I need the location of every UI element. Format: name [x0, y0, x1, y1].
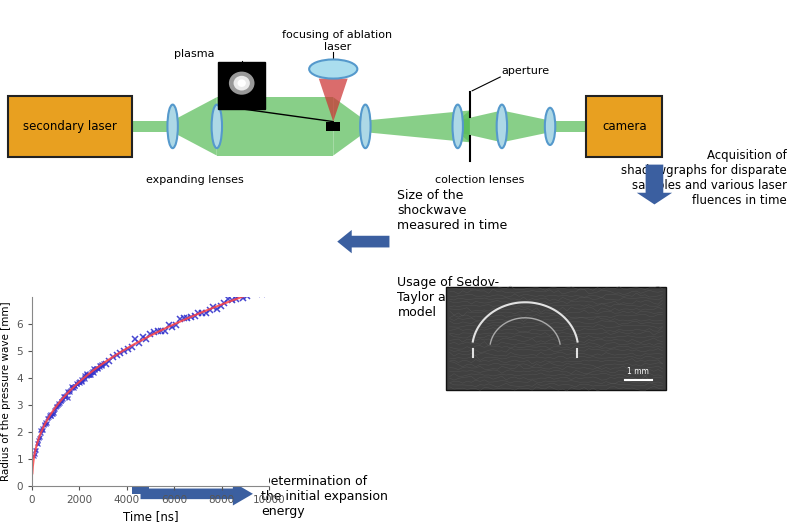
Text: focusing of ablation
laser: focusing of ablation laser	[282, 30, 392, 52]
Polygon shape	[501, 110, 549, 142]
Polygon shape	[172, 97, 217, 156]
FancyBboxPatch shape	[585, 96, 662, 157]
X-axis label: Time [ns]: Time [ns]	[123, 510, 178, 524]
Polygon shape	[457, 110, 469, 142]
Ellipse shape	[237, 79, 245, 87]
Text: expanding lenses: expanding lenses	[146, 175, 243, 185]
FancyBboxPatch shape	[8, 96, 132, 157]
Ellipse shape	[496, 105, 507, 148]
Ellipse shape	[309, 59, 357, 79]
Polygon shape	[365, 110, 469, 142]
Text: 1 mm: 1 mm	[626, 367, 649, 376]
Polygon shape	[318, 79, 347, 122]
Text: secondary laser: secondary laser	[23, 119, 117, 133]
Ellipse shape	[212, 105, 221, 148]
Text: colection lenses: colection lenses	[435, 175, 524, 185]
Text: Usage of Sedov-
Taylor and Jones
model: Usage of Sedov- Taylor and Jones model	[397, 276, 499, 319]
Y-axis label: Radius of the pressure wave [mm]: Radius of the pressure wave [mm]	[1, 302, 11, 482]
Polygon shape	[217, 97, 333, 156]
Text: aperture: aperture	[501, 66, 549, 76]
Bar	[326, 122, 340, 131]
FancyArrow shape	[140, 482, 253, 506]
Polygon shape	[549, 121, 585, 132]
FancyArrow shape	[636, 165, 671, 204]
Ellipse shape	[359, 105, 371, 148]
FancyBboxPatch shape	[218, 62, 265, 109]
Ellipse shape	[229, 72, 254, 95]
Text: Determination of
the initial expansion
energy: Determination of the initial expansion e…	[261, 475, 387, 518]
Polygon shape	[457, 110, 501, 142]
Polygon shape	[333, 97, 365, 156]
Text: Size of the
shockwave
measured in time: Size of the shockwave measured in time	[397, 189, 507, 232]
Ellipse shape	[167, 105, 178, 148]
Text: camera: camera	[602, 119, 646, 133]
FancyArrow shape	[337, 230, 389, 253]
FancyArrow shape	[132, 465, 148, 494]
FancyBboxPatch shape	[445, 287, 666, 390]
Polygon shape	[132, 121, 172, 132]
Text: plasma: plasma	[174, 49, 214, 59]
Ellipse shape	[452, 105, 462, 148]
Ellipse shape	[233, 76, 249, 90]
Text: Acquisition of
shadowgraphs for disparate
samples and various laser
fluences in : Acquisition of shadowgraphs for disparat…	[621, 149, 786, 207]
Ellipse shape	[544, 108, 555, 145]
